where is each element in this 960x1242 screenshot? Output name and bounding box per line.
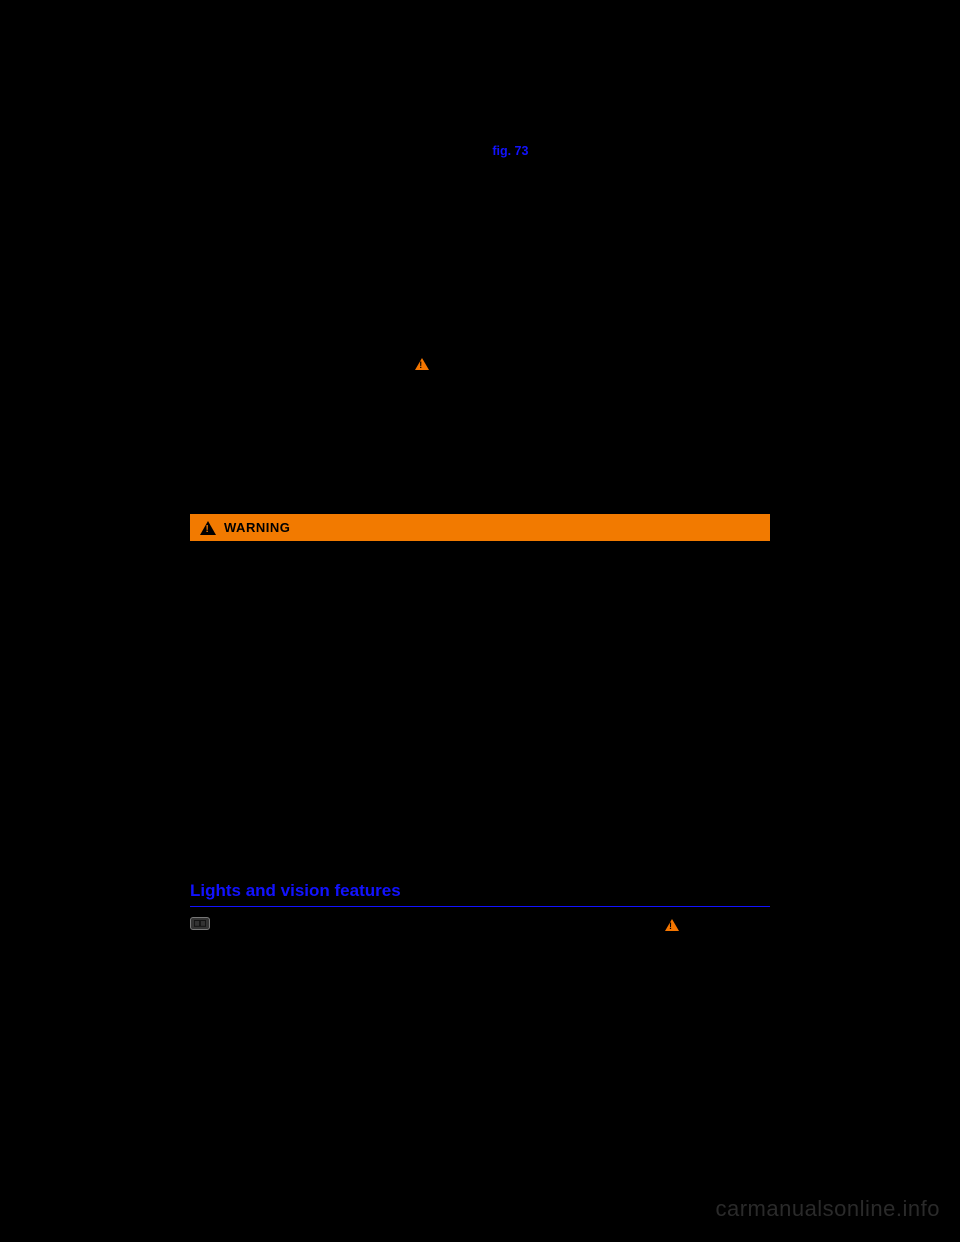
intro-para-3: The instrument lighting (needles and dia… <box>190 230 770 264</box>
section-intro-text-a: Please first read and note the introduct… <box>216 920 665 934</box>
warning-body: Never use daytime running lights to see … <box>190 541 770 832</box>
section-intro-line: □□ Please first read and note the introd… <box>190 917 770 936</box>
stale-air-body: If you are driving with the Climatronic … <box>190 305 770 391</box>
warning-header: WARNING <box>190 514 770 542</box>
page-content: When the exterior lights are switched on… <box>190 126 770 936</box>
daytime-bullet-1-text: Canada: The daytime running lights are s… <box>212 430 770 464</box>
section-intro-text-b: . <box>683 920 686 934</box>
warning-lead: Never use daytime running lights to see … <box>192 552 768 620</box>
x-bullet-icon: x <box>192 625 200 642</box>
bullet-dot-icon: ● <box>198 430 206 447</box>
warning-lead-text: Never use daytime running lights to see … <box>192 552 768 620</box>
bullet-dot-icon: ● <box>198 466 206 483</box>
fig-ref-link[interactable]: fig. 73 <box>492 144 528 158</box>
warning-item-3: x Always turn on the low beams so that y… <box>192 753 768 787</box>
daytime-bullet-2: ● USA: The daytime running lights are sw… <box>198 466 770 500</box>
intro-para-1: When the exterior lights are switched on… <box>190 126 770 177</box>
warning-item-1: x Automatic headlights* are only intende… <box>192 625 768 709</box>
x-bullet-icon: x <box>192 792 200 809</box>
warning-item-2-text: Crashes can happen when you cannot see t… <box>206 714 768 748</box>
daytime-heading: Daytime running lights <box>190 409 770 426</box>
warning-callout: WARNING Never use daytime running lights… <box>190 514 770 833</box>
intro-para-2: The brightness of the safety light* is s… <box>190 187 770 221</box>
warning-item-2: x Crashes can happen when you cannot see… <box>192 714 768 748</box>
x-bullet-icon: x <box>192 753 200 770</box>
stale-air-heading: "Stale" air warning <box>190 282 770 299</box>
warning-triangle-icon <box>415 358 429 370</box>
warning-item-1-text: Automatic headlights* are only intended … <box>206 625 768 709</box>
watermark-text: carmanualsonline.info <box>715 1196 940 1222</box>
warning-title: WARNING <box>224 519 290 537</box>
warning-item-4: x The rear fog light can temporarily bli… <box>192 792 768 826</box>
warning-triangle-black-icon <box>200 521 216 535</box>
manual-page: When the exterior lights are switched on… <box>0 0 960 1242</box>
section-heading-link[interactable]: Lights and vision features <box>190 880 770 907</box>
book-icon: □□ <box>190 917 210 930</box>
x-bullet-icon: x <box>192 714 200 731</box>
warning-item-4-text: The rear fog light can temporarily blind… <box>206 792 768 826</box>
warning-item-3-text: Always turn on the low beams so that you… <box>206 753 768 787</box>
daytime-bullet-2-text: USA: The daytime running lights are swit… <box>212 466 770 500</box>
warning-triangle-icon <box>665 919 679 931</box>
daytime-bullet-1: ● Canada: The daytime running lights are… <box>198 430 770 464</box>
